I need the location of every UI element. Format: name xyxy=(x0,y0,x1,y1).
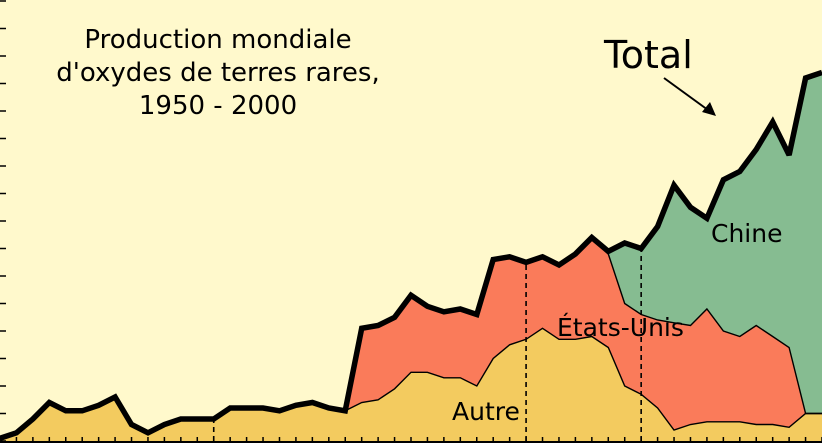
total-annotation-label: Total xyxy=(603,33,693,77)
series-label-chine: Chine xyxy=(711,219,782,248)
chart-title-line-1: Production mondiale xyxy=(84,25,351,55)
area-autre xyxy=(0,328,822,441)
total-annotation-arrowhead xyxy=(702,102,716,116)
area-layer xyxy=(0,72,822,441)
chart-title-line-3: 1950 - 2000 xyxy=(139,91,297,121)
series-label-etats-unis: États-Unis xyxy=(557,313,684,342)
total-line-layer xyxy=(0,69,822,441)
total-annotation-arrow xyxy=(663,77,709,111)
chart-title-line-2: d'oxydes de terres rares, xyxy=(56,58,380,88)
series-label-autre: Autre xyxy=(452,397,520,426)
total-line xyxy=(0,69,822,441)
